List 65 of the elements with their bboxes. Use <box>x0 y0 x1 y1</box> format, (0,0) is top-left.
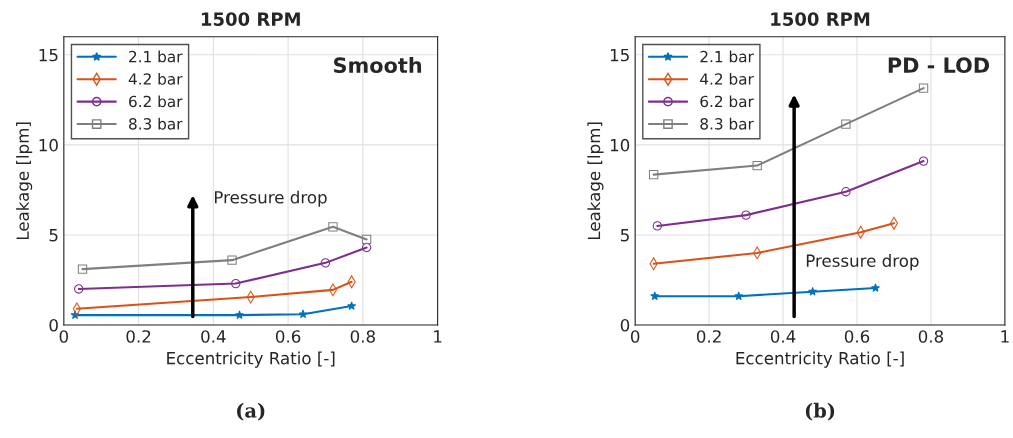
annotation: PD - LOD <box>888 57 990 74</box>
text: (a) <box>237 402 265 421</box>
x-tick-label: 0.6 <box>844 330 870 343</box>
point <box>808 286 818 296</box>
x-axis-title: Eccentricity Ratio [-] <box>736 351 904 368</box>
point <box>918 83 929 93</box>
legend-label: 4.2 bar <box>128 72 183 85</box>
point <box>741 210 751 220</box>
point <box>328 222 338 232</box>
y-tick-label: 15 <box>39 48 58 62</box>
x-axis-title: Eccentricity Ratio [-] <box>167 351 335 368</box>
point <box>74 284 84 294</box>
point <box>347 301 357 310</box>
x-tick-label: 0.4 <box>201 330 226 343</box>
y-tick-label: 10 <box>610 138 630 152</box>
annotation: Pressure drop <box>806 254 919 271</box>
point <box>841 187 851 197</box>
point <box>871 283 880 292</box>
x-tick-label: 0.2 <box>696 330 721 343</box>
x-tick-label: 0.6 <box>275 330 301 343</box>
x-tick-label: 0.4 <box>770 330 796 343</box>
point <box>734 291 744 301</box>
point <box>361 234 372 245</box>
point <box>650 291 660 301</box>
annotation: Pressure drop <box>214 190 327 207</box>
annotation: Smooth <box>334 56 422 74</box>
point <box>298 309 308 319</box>
point <box>918 156 929 166</box>
x-tick-label: 0.8 <box>350 330 375 343</box>
x-tick-label: 1 <box>434 330 442 343</box>
y-tick-label: 5 <box>620 229 629 242</box>
x-tick-label: 1 <box>1001 330 1009 343</box>
point <box>652 221 663 231</box>
point <box>889 216 899 230</box>
point <box>328 283 338 297</box>
point <box>77 264 88 274</box>
point <box>231 278 241 289</box>
point <box>841 119 851 129</box>
text: (b) <box>805 402 835 421</box>
x-tick-label: 0.8 <box>918 330 944 343</box>
legend-label: 8.3 bar <box>129 117 183 130</box>
x-tick-label: 0 <box>630 330 640 343</box>
x-tick-label: 0.2 <box>126 330 151 343</box>
y-tick-label: 5 <box>49 229 58 242</box>
y-axis-title: Leakage [lpm] <box>16 122 33 240</box>
point <box>752 160 762 171</box>
y-tick-label: 0 <box>49 318 58 332</box>
y-tick-label: 10 <box>39 138 58 152</box>
legend-label: 8.3 bar <box>700 117 754 130</box>
legend-label: 6.2 bar <box>129 95 183 108</box>
legend-label: 2.1 bar <box>129 50 183 63</box>
point <box>227 255 237 265</box>
chart-title: 1500 RPM <box>201 12 300 26</box>
point <box>320 258 331 268</box>
point <box>648 169 659 180</box>
legend-label: 6.2 bar <box>700 95 754 108</box>
legend-label: 2.1 bar <box>700 50 754 63</box>
y-tick-label: 0 <box>620 318 630 332</box>
point <box>361 242 372 253</box>
y-axis-title: Leakage [lpm] <box>587 122 604 240</box>
point <box>235 310 244 319</box>
y-tick-label: 15 <box>610 48 629 62</box>
chart-title: 1500 RPM <box>771 12 870 26</box>
x-tick-label: 0 <box>59 330 69 343</box>
legend-label: 4.2 bar <box>700 72 754 85</box>
